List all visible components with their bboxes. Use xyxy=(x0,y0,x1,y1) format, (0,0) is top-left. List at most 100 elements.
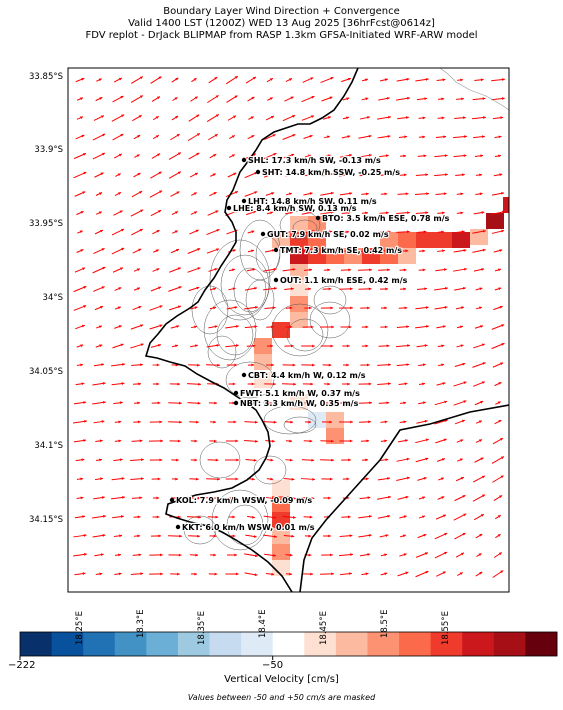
wind-arrow xyxy=(208,572,218,576)
wind-arrow xyxy=(320,458,334,462)
wind-arrow xyxy=(358,382,372,386)
wind-arrow xyxy=(417,154,427,158)
wind-arrow xyxy=(340,401,352,405)
wind-arrow xyxy=(266,325,274,329)
velocity-cell xyxy=(344,248,362,264)
wind-arrow xyxy=(396,230,410,234)
wind-arrow xyxy=(455,476,465,482)
wind-arrow xyxy=(491,456,505,464)
station-label: GUT: 7.9 km/h SE, 0.02 m/s xyxy=(267,230,389,239)
wind-arrow xyxy=(266,77,274,83)
terrain-contour xyxy=(211,489,269,551)
wind-arrow xyxy=(152,496,160,500)
wind-arrow xyxy=(453,381,467,387)
wind-arrow xyxy=(379,211,389,215)
colorbar-swatch xyxy=(399,632,432,656)
wind-arrow xyxy=(169,439,181,443)
lat-label-34-05: 34.05°S xyxy=(29,367,63,377)
wind-arrow xyxy=(301,229,315,234)
wind-arrow xyxy=(208,267,218,272)
wind-arrow xyxy=(171,77,179,83)
wind-arrow xyxy=(190,325,198,329)
wind-arrow xyxy=(206,496,220,500)
wind-arrow xyxy=(133,172,141,178)
colorbar-tick-min: −222 xyxy=(8,660,36,671)
wind-arrow xyxy=(285,211,293,215)
wind-arrow xyxy=(323,249,331,253)
wind-arrow xyxy=(131,439,143,443)
wind-arrow xyxy=(454,116,466,120)
wind-arrow xyxy=(92,514,106,519)
wind-arrow xyxy=(472,475,486,483)
velocity-cell xyxy=(272,512,290,528)
wind-arrow xyxy=(361,192,369,196)
wind-arrow xyxy=(380,439,388,443)
terrain-contour xyxy=(263,405,317,435)
terrain-contour xyxy=(283,416,317,434)
wind-arrow xyxy=(283,534,295,538)
wind-arrow xyxy=(456,192,464,196)
wind-arrow xyxy=(188,286,200,292)
wind-arrow xyxy=(285,192,293,196)
wind-arrow xyxy=(473,268,485,272)
wind-arrow xyxy=(187,267,201,273)
wind-arrow xyxy=(151,153,161,159)
station-dot xyxy=(233,400,239,406)
wind-arrow xyxy=(207,94,219,104)
wind-arrow xyxy=(341,135,351,139)
lat-label-33-90: 33.9°S xyxy=(34,145,63,155)
wind-arrow xyxy=(187,382,201,386)
wind-arrow xyxy=(133,534,141,538)
wind-arrow xyxy=(247,134,255,140)
wind-arrow xyxy=(361,344,369,348)
wind-arrow xyxy=(302,382,314,386)
wind-arrow xyxy=(228,287,236,291)
wind-arrow xyxy=(323,534,331,538)
wind-arrow xyxy=(418,116,426,120)
wind-arrow xyxy=(475,192,483,196)
wind-arrow xyxy=(95,458,103,462)
wind-arrow xyxy=(111,477,125,481)
velocity-cell xyxy=(452,232,470,248)
wind-arrow xyxy=(206,228,220,236)
wind-arrow xyxy=(95,344,103,348)
wind-arrow xyxy=(171,211,179,215)
wind-arrow xyxy=(475,439,483,443)
station-label: CBT: 4.4 km/h W, 0.12 m/s xyxy=(248,371,366,380)
wind-arrow xyxy=(361,211,369,215)
wind-arrow xyxy=(112,267,124,273)
wind-arrow xyxy=(132,248,142,254)
wind-arrow xyxy=(115,306,121,310)
velocity-cell xyxy=(434,232,452,248)
wind-arrow xyxy=(247,363,255,367)
wind-arrow xyxy=(112,515,124,519)
wind-arrows xyxy=(72,75,505,578)
wind-arrow xyxy=(171,230,179,234)
wind-arrow xyxy=(285,77,293,83)
wind-arrow xyxy=(93,286,105,292)
wind-arrow xyxy=(151,96,161,102)
velocity-cell xyxy=(272,528,290,544)
velocity-cell xyxy=(290,264,308,280)
colorbar-tick-mid: −50 xyxy=(262,660,284,671)
wind-arrow xyxy=(228,382,236,386)
wind-arrow xyxy=(301,458,315,462)
wind-arrow xyxy=(453,513,467,521)
velocity-cell xyxy=(326,412,344,428)
wind-arrow xyxy=(493,249,503,253)
wind-arrow xyxy=(359,420,371,424)
wind-arrow xyxy=(320,306,334,310)
wind-arrow xyxy=(437,116,445,120)
wind-arrow xyxy=(282,382,296,386)
wind-arrow xyxy=(342,344,350,348)
station-label: OUT: 1.1 km/h ESE, 0.42 m/s xyxy=(280,276,408,285)
wind-arrow xyxy=(153,115,159,121)
wind-arrow xyxy=(417,476,427,481)
station-lht: LHT: 14.8 km/h SW, 0.11 m/s xyxy=(241,196,378,207)
wind-arrow xyxy=(209,287,217,291)
wind-arrow xyxy=(380,173,388,177)
terrain-contour xyxy=(309,301,351,339)
wind-arrow xyxy=(437,211,445,215)
wind-arrow xyxy=(133,401,141,405)
wind-arrow xyxy=(492,362,504,368)
